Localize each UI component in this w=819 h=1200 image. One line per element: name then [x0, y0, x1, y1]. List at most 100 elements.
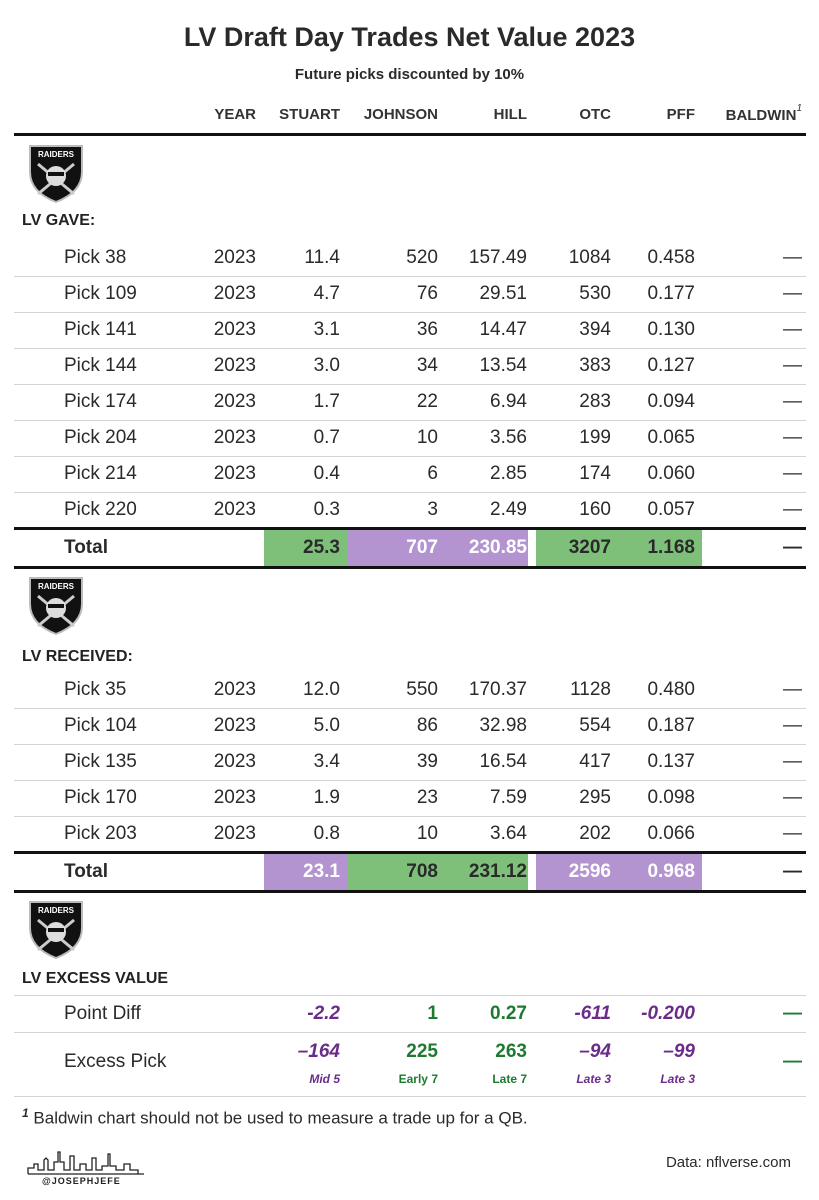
cell-highlight-hill: [438, 854, 528, 890]
tier-pff: Late 3: [660, 1072, 695, 1086]
raiders-logo-icon: RAIDERS: [26, 142, 86, 204]
excess-rule: [14, 995, 806, 996]
col-hill: HILL: [493, 106, 527, 123]
cell-hill: 3.56: [490, 427, 527, 448]
total-pff: 1.168: [647, 537, 695, 558]
cell-otc: -611: [574, 1003, 611, 1024]
received-row: Pick 135 2023 3.4 39 16.54 417 0.137 —: [14, 744, 806, 780]
total-hill: 231.12: [468, 861, 527, 882]
row-label: Point Diff: [64, 1003, 141, 1024]
cell-baldwin: —: [783, 679, 802, 700]
cell-pff: 0.177: [647, 283, 695, 304]
cell-stuart: 5.0: [313, 715, 340, 736]
tier-johnson: Early 7: [398, 1072, 438, 1086]
cell-pff: 0.137: [647, 751, 695, 772]
cell-highlight-johnson: [348, 854, 438, 890]
gave-row: Pick 38 2023 11.4 520 157.49 1084 0.458 —: [14, 240, 806, 276]
cell-pff: -0.200: [641, 1003, 695, 1024]
cell-stuart: 0.4: [313, 463, 340, 484]
gave-row: Pick 220 2023 0.3 3 2.49 160 0.057 —: [14, 492, 806, 528]
cell-pff: 0.480: [647, 679, 695, 700]
cell-stuart: 12.0: [303, 679, 340, 700]
cell-hill: 7.59: [490, 787, 527, 808]
row-divider: [14, 276, 806, 277]
cell-stuart: 4.7: [313, 283, 340, 304]
total-stuart: 25.3: [303, 537, 340, 558]
cell-otc: 1128: [570, 679, 611, 700]
cell-johnson: 6: [427, 463, 438, 484]
total-label: Total: [64, 861, 108, 882]
cell-johnson: 23: [416, 787, 438, 808]
total-hill: 230.85: [468, 537, 527, 558]
cell-pff: 0.098: [647, 787, 695, 808]
col-pff: PFF: [666, 106, 695, 123]
cell-hill: 2.85: [490, 463, 527, 484]
cell-pff: 0.127: [647, 355, 695, 376]
row-divider: [14, 492, 806, 493]
total-otc: 2596: [568, 861, 611, 882]
row-label: Pick 170: [64, 787, 137, 808]
cell-year: 2023: [213, 679, 256, 700]
cell-otc: 530: [579, 283, 611, 304]
cell-otc: 202: [579, 823, 611, 844]
cell-stuart: 11.4: [304, 247, 340, 268]
cell-stuart: 3.1: [313, 319, 340, 340]
cell-highlight-pff: [622, 854, 702, 890]
cell-otc: –94: [579, 1041, 611, 1062]
gave-row: Pick 174 2023 1.7 22 6.94 283 0.094 —: [14, 384, 806, 420]
logo-text: RAIDERS: [38, 582, 75, 591]
total-rule-bottom: [14, 566, 806, 569]
section-label-gave: LV GAVE:: [22, 212, 96, 229]
row-label: Pick 109: [64, 283, 137, 304]
cell-johnson: 10: [416, 823, 438, 844]
tier-stuart: Mid 5: [309, 1072, 340, 1086]
row-label: Pick 203: [64, 823, 137, 844]
cell-baldwin: —: [783, 1051, 802, 1072]
cell-pff: 0.130: [647, 319, 695, 340]
cell-year: 2023: [213, 787, 256, 808]
cell-johnson: 10: [416, 427, 438, 448]
cell-hill: 170.37: [468, 679, 527, 700]
received-row: Pick 35 2023 12.0 550 170.37 1128 0.480 —: [14, 672, 806, 708]
row-label: Pick 141: [64, 319, 137, 340]
row-label: Pick 220: [64, 499, 137, 520]
footnote-marker: 1: [22, 1106, 29, 1120]
cell-baldwin: —: [783, 715, 802, 736]
cell-baldwin: —: [783, 823, 802, 844]
total-rule-bottom: [14, 890, 806, 893]
cell-pff: 0.057: [647, 499, 695, 520]
total-rule-top: [14, 851, 806, 854]
cell-year: 2023: [213, 427, 256, 448]
cell-johnson: 86: [416, 715, 438, 736]
cell-baldwin: —: [783, 391, 802, 412]
total-johnson: 707: [406, 537, 438, 558]
cell-baldwin: —: [783, 247, 802, 268]
cell-baldwin: —: [783, 427, 802, 448]
received-row: Pick 170 2023 1.9 23 7.59 295 0.098 —: [14, 780, 806, 816]
cell-stuart: -2.2: [307, 1003, 340, 1024]
received-row: Pick 104 2023 5.0 86 32.98 554 0.187 —: [14, 708, 806, 744]
cell-stuart: 1.9: [313, 787, 340, 808]
cell-otc: 160: [579, 499, 611, 520]
cell-pff: –99: [663, 1041, 695, 1062]
total-row: Total 23.1 708 231.12 2596 0.968 —: [14, 854, 806, 890]
cell-year: 2023: [213, 247, 256, 268]
row-label: Pick 104: [64, 715, 137, 736]
cell-highlight-stuart: [264, 530, 348, 566]
row-label: Pick 144: [64, 355, 137, 376]
row-divider: [14, 420, 806, 421]
section-label-received: LV RECEIVED:: [22, 648, 133, 665]
cell-stuart: 0.3: [313, 499, 340, 520]
col-year: YEAR: [214, 106, 256, 123]
cell-johnson: 3: [427, 499, 438, 520]
col-stuart: STUART: [279, 106, 340, 123]
cell-hill: 2.49: [490, 499, 527, 520]
row-label: Pick 35: [64, 679, 127, 700]
cell-year: 2023: [213, 283, 256, 304]
row-divider: [14, 744, 806, 745]
cell-stuart: 0.8: [313, 823, 340, 844]
cell-baldwin: —: [783, 283, 802, 304]
page-subtitle: Future picks discounted by 10%: [294, 66, 525, 83]
row-label: Pick 135: [64, 751, 137, 772]
total-label: Total: [64, 537, 108, 558]
